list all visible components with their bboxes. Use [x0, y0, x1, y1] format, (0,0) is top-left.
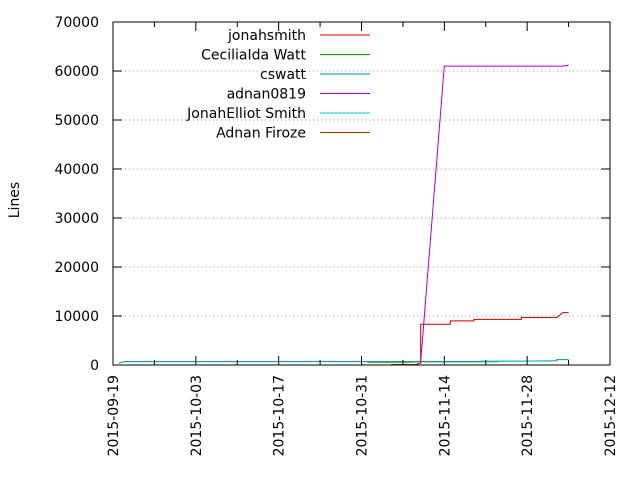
y-axis-label: Lines [7, 182, 23, 218]
legend-label: jonahsmith [227, 28, 306, 44]
legend-label: JonahElliot Smith [186, 106, 306, 122]
series-line-jonahsmith [414, 312, 569, 366]
legend: jonahsmith CeciliaIda Watt cswatt adnan0819… [186, 28, 370, 142]
y-tick-label: 70000 [54, 15, 99, 31]
y-tick-label: 50000 [54, 113, 99, 129]
x-tick-label: 2015-10-31 [355, 375, 371, 456]
x-tick-label: 2015-12-12 [603, 375, 619, 456]
y-tick-label: 60000 [54, 64, 99, 80]
y-tick-label: 40000 [54, 162, 99, 178]
legend-label: Adnan Firoze [216, 126, 306, 142]
y-tick-label: 20000 [54, 260, 99, 276]
y-tick-label: 0 [90, 358, 99, 374]
series-lines [118, 64, 569, 366]
x-tick-label: 2015-10-17 [272, 375, 288, 456]
legend-label: CeciliaIda Watt [201, 48, 306, 64]
y-tick-label: 30000 [54, 211, 99, 227]
x-axis: 2015-09-19 2015-10-03 2015-10-17 2015-10-31… [106, 22, 619, 456]
series-line-adnan0819 [420, 64, 569, 362]
x-tick-label: 2015-11-28 [520, 375, 536, 456]
plot-frame [112, 21, 611, 366]
x-tick-label: 2015-09-19 [106, 375, 122, 456]
x-tick-label: 2015-10-03 [189, 375, 205, 456]
legend-label: adnan0819 [227, 87, 306, 103]
x-tick-label: 2015-11-14 [437, 375, 453, 456]
y-tick-label: 10000 [54, 309, 99, 325]
legend-label: cswatt [260, 67, 307, 83]
grid-lines [113, 70, 610, 317]
y-axis: 0 10000 20000 30000 40000 50000 60000 70000 [54, 15, 610, 374]
